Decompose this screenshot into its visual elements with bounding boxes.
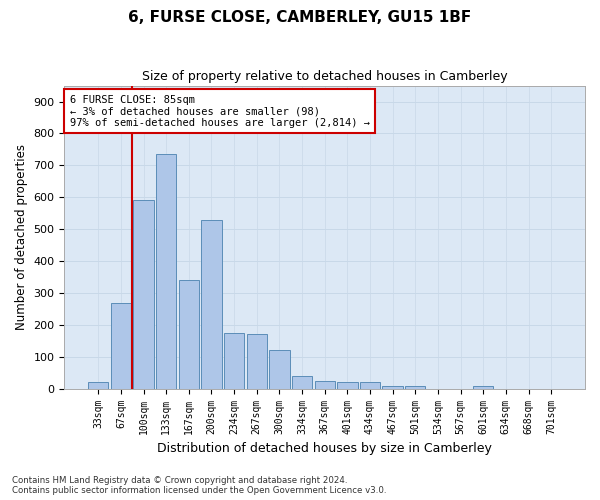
Bar [133, 200, 154, 388]
Bar [360, 382, 380, 388]
Bar [88, 382, 109, 388]
Bar [247, 334, 267, 388]
Bar [224, 333, 244, 388]
Bar [405, 386, 425, 388]
Bar [269, 350, 290, 389]
Text: 6, FURSE CLOSE, CAMBERLEY, GU15 1BF: 6, FURSE CLOSE, CAMBERLEY, GU15 1BF [128, 10, 472, 25]
Bar [111, 302, 131, 388]
Bar [473, 386, 493, 388]
X-axis label: Distribution of detached houses by size in Camberley: Distribution of detached houses by size … [157, 442, 492, 455]
Bar [337, 382, 358, 388]
Y-axis label: Number of detached properties: Number of detached properties [15, 144, 28, 330]
Text: 6 FURSE CLOSE: 85sqm
← 3% of detached houses are smaller (98)
97% of semi-detach: 6 FURSE CLOSE: 85sqm ← 3% of detached ho… [70, 94, 370, 128]
Bar [201, 220, 221, 388]
Bar [156, 154, 176, 388]
Bar [314, 380, 335, 388]
Bar [179, 280, 199, 388]
Title: Size of property relative to detached houses in Camberley: Size of property relative to detached ho… [142, 70, 508, 83]
Bar [382, 386, 403, 388]
Text: Contains HM Land Registry data © Crown copyright and database right 2024.
Contai: Contains HM Land Registry data © Crown c… [12, 476, 386, 495]
Bar [292, 376, 312, 388]
